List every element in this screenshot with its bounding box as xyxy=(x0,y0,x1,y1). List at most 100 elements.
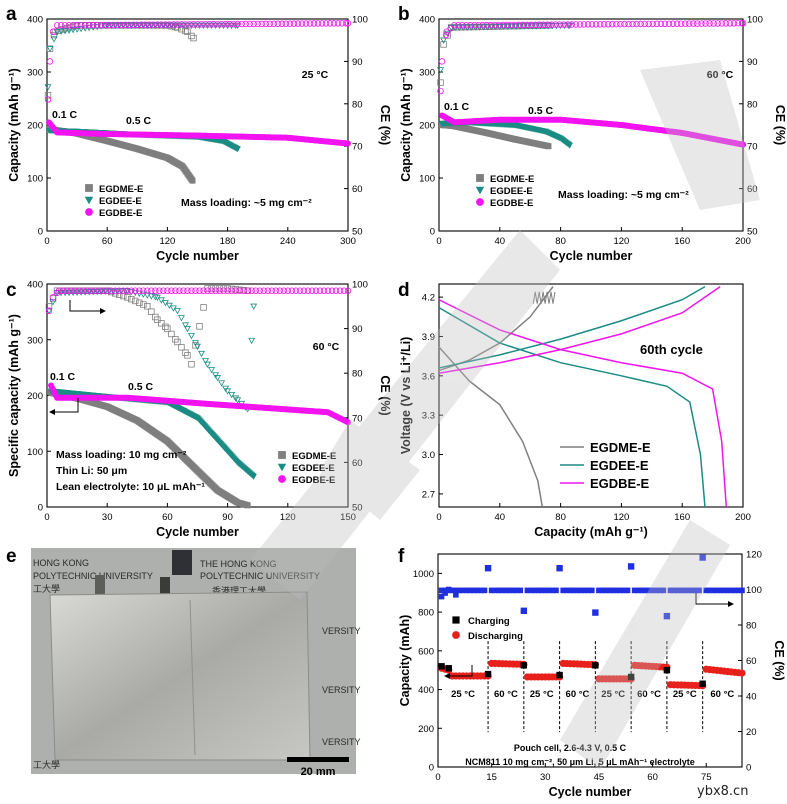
ce-point-EGDBE-E xyxy=(166,21,173,28)
capacity-point-EGDBE-E xyxy=(344,140,351,147)
ce-point-EGDBE-E xyxy=(661,20,669,28)
ce-point-EGDBE-E xyxy=(120,287,127,294)
ce-point-EGDBE-E xyxy=(101,21,109,29)
ce-point-EGDBE-E xyxy=(298,20,306,27)
ce-point-EGDBE-E xyxy=(613,20,620,28)
ce-point xyxy=(517,587,524,594)
arrow-head xyxy=(49,409,55,415)
ce-point-EGDBE-E xyxy=(270,20,277,27)
ce-point-EGDEE-E xyxy=(93,289,101,296)
ce-point-EGDME-E xyxy=(116,291,123,298)
arrow-to-capacity xyxy=(450,665,473,677)
photo-print-text: VERSITY xyxy=(322,626,361,636)
watermark-stroke xyxy=(250,230,560,600)
ce-point-EGDBE-E xyxy=(739,20,747,27)
ce-point-EGDBE-E xyxy=(222,20,229,28)
ce-point-EGDBE-E xyxy=(196,287,203,294)
ce-point-EGDBE-E xyxy=(158,21,165,28)
y2-tick-label: 100 xyxy=(747,15,763,26)
ce-point-EGDBE-E xyxy=(483,21,490,29)
ce-point-EGDME-E xyxy=(128,295,135,303)
temperature-segment-label: 25 °C xyxy=(601,689,625,700)
ce-point-EGDBE-E xyxy=(220,287,227,294)
ce-point-EGDBE-E xyxy=(200,287,207,294)
tab-negative xyxy=(95,575,105,595)
ce-point-EGDBE-E xyxy=(592,21,600,28)
ce-point-EGDBE-E xyxy=(690,20,697,27)
panel-f: 0 15 30 45 60 75 0 200 400 600 800 1000 0 20 40 60 80 100… xyxy=(398,550,786,800)
ce-point-EGDBE-E xyxy=(214,20,221,28)
ce-point-EGDBE-E xyxy=(438,58,446,65)
ce-point-EGDME-E xyxy=(440,41,447,48)
y-tick-label: 400 xyxy=(418,685,434,696)
x-axis-label: Cycle number xyxy=(156,525,239,539)
ce-point-EGDBE-E xyxy=(282,20,289,27)
y2-axis-label: CE (%) xyxy=(378,105,392,145)
y-tick-label: 100 xyxy=(27,447,43,458)
ce-point-EGDBE-E xyxy=(204,287,211,294)
mass-loading-label: Mass loading: ~5 mg cm⁻² xyxy=(558,189,689,201)
ce-point-EGDBE-E xyxy=(128,287,135,294)
ce-point-EGDBE-E xyxy=(106,21,113,29)
ce-point-EGDEE-E xyxy=(77,26,85,33)
ce-point-EGDBE-E xyxy=(79,287,87,294)
ce-point-EGDBE-E xyxy=(519,21,527,29)
y2-tick-label: 20 xyxy=(746,727,757,738)
ce-point-EGDBE-E xyxy=(110,21,117,29)
panel-d: 0 40 80 120 160 200 2.7 3.0 3.3 3.6 3.9 4.2 Capacity… xyxy=(399,283,751,539)
ce-point-EGDBE-E xyxy=(467,22,474,29)
ce-point-EGDBE-E xyxy=(451,22,458,29)
ce-point-EGDBE-E xyxy=(560,21,567,28)
ce-point-EGDBE-E xyxy=(342,20,350,27)
legend-label: EGDBE-E xyxy=(99,208,142,219)
y-tick-label: 0 xyxy=(430,227,435,238)
ce-point-EGDBE-E xyxy=(256,287,263,294)
ce-point-EGDBE-E xyxy=(280,287,287,294)
ce-point-EGDBE-E xyxy=(288,287,296,294)
panel-b: 0 40 80 120 160 200 0 100 200 300 400 50 60 70 80 90 100… xyxy=(399,15,787,264)
ce-point-EGDBE-E xyxy=(260,287,267,294)
x-tick-label: 200 xyxy=(735,236,751,247)
photo-print-text: THE HONG KONG xyxy=(200,559,277,569)
ce-point-EGDBE-E xyxy=(95,287,103,294)
x-tick-label: 60 xyxy=(647,772,658,783)
legend-label: EGDEE-E xyxy=(490,186,533,197)
y-tick-label: 3.6 xyxy=(422,371,435,382)
pouch-seam xyxy=(189,599,196,756)
ce-point-EGDME-E xyxy=(158,320,165,327)
ce-point-EGDBE-E xyxy=(274,20,281,27)
legend-marker xyxy=(476,198,484,206)
ce-point-EGDBE-E xyxy=(588,21,596,28)
x-tick-label: 120 xyxy=(613,236,629,247)
ce-point-EGDBE-E xyxy=(682,20,689,27)
ce-point-EGDBE-E xyxy=(77,21,85,29)
ce-point-EGDBE-E xyxy=(93,21,101,29)
charge-point xyxy=(438,663,445,670)
panel-label-e: e xyxy=(6,546,17,567)
egdme-noise xyxy=(532,291,556,304)
ce-point-EGDBE-E xyxy=(132,287,139,294)
ce-point-EGDBE-E xyxy=(324,287,332,294)
y2-tick-label: 70 xyxy=(747,142,758,153)
x-tick-label: 160 xyxy=(674,512,690,523)
scale-bar-label: 20 mm xyxy=(301,766,336,778)
ce-point-EGDEE-E xyxy=(44,84,52,91)
ce-point-EGDBE-E xyxy=(326,20,334,27)
ce-point-EGDBE-E xyxy=(238,20,245,28)
y-tick-label: 2.7 xyxy=(422,489,435,500)
ce-spike-point xyxy=(627,563,635,570)
y2-axis-label: CE (%) xyxy=(378,375,392,415)
x-axis-label: Cycle number xyxy=(156,249,239,263)
ce-point-EGDBE-E xyxy=(334,20,342,27)
ce-point-EGDBE-E xyxy=(479,21,486,29)
ce-point-EGDBE-E xyxy=(730,20,738,27)
ce-point-EGDBE-E xyxy=(548,21,555,28)
ce-point-EGDBE-E xyxy=(344,20,352,27)
y-tick-label: 3.9 xyxy=(422,332,435,343)
ce-point-EGDBE-E xyxy=(172,287,179,294)
ce-point-EGDBE-E xyxy=(240,287,247,294)
y-tick-label: 1000 xyxy=(413,569,434,580)
ce-point-EGDME-E xyxy=(93,287,101,294)
x-tick-label: 75 xyxy=(701,772,712,783)
ce-point-EGDEE-E xyxy=(45,308,53,315)
